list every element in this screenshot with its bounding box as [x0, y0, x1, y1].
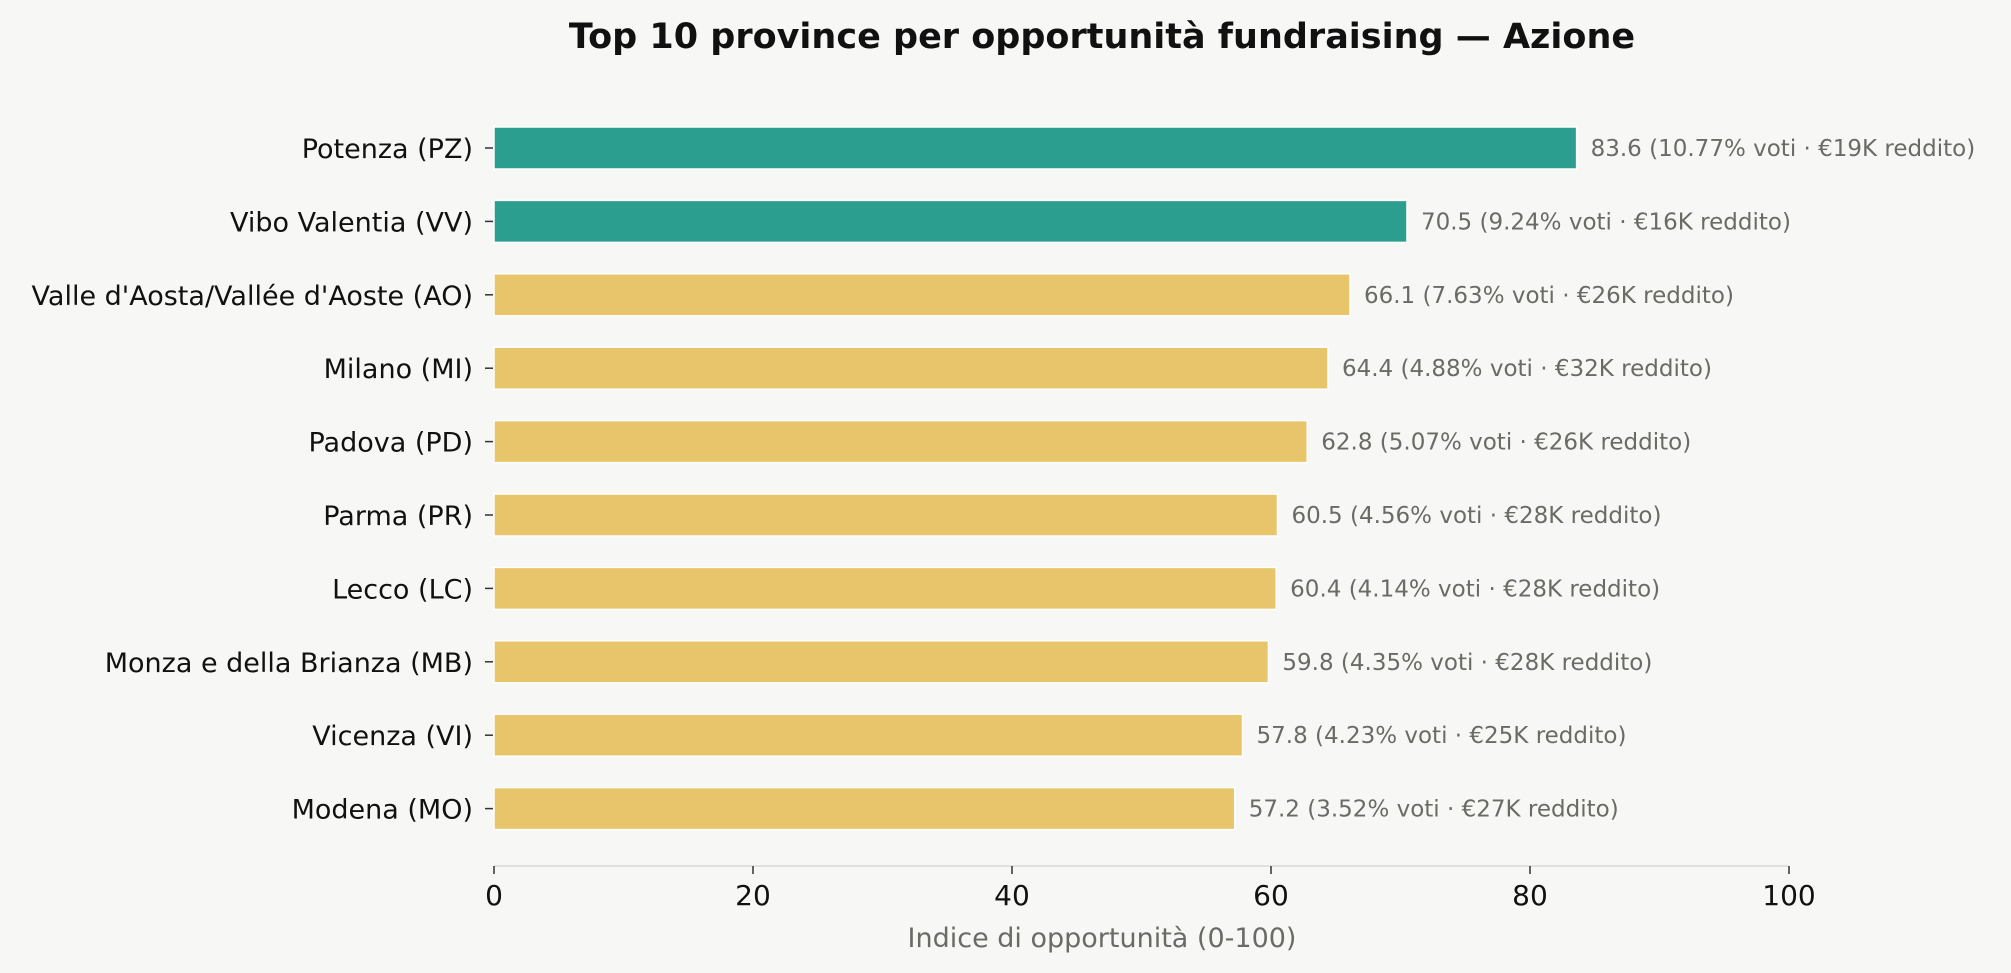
bar: [493, 126, 1578, 170]
value-label: 83.6 (10.77% voti · €19K reddito): [1591, 136, 1976, 162]
category-label: Lecco (LC): [332, 574, 473, 605]
bar: [493, 640, 1270, 684]
category-label: Modena (MO): [292, 795, 473, 826]
category-label: Potenza (PZ): [302, 134, 473, 165]
category-label: Milano (MI): [324, 354, 473, 385]
bar: [493, 493, 1279, 537]
x-tick-label: 0: [485, 879, 503, 912]
value-label: 59.8 (4.35% voti · €28K reddito): [1282, 650, 1652, 676]
category-label: Padova (PD): [308, 428, 473, 459]
category-label: Vibo Valentia (VV): [230, 207, 473, 238]
value-label: 66.1 (7.63% voti · €26K reddito): [1364, 283, 1734, 309]
category-label: Monza e della Brianza (MB): [105, 648, 473, 679]
bar: [493, 566, 1277, 611]
category-label: Vicenza (VI): [312, 721, 473, 752]
value-label: 60.4 (4.14% voti · €28K reddito): [1290, 576, 1660, 602]
x-tick-label: 20: [735, 879, 771, 912]
value-label: 62.8 (5.07% voti · €26K reddito): [1321, 430, 1691, 456]
x-tick-label: 100: [1762, 879, 1815, 912]
category-label: Parma (PR): [323, 501, 473, 532]
bar: [493, 786, 1236, 831]
chart-title: Top 10 province per opportunità fundrais…: [569, 17, 1635, 57]
bar: [493, 419, 1309, 464]
x-axis-label: Indice di opportunità (0-100): [908, 923, 1297, 954]
value-label: 70.5 (9.24% voti · €16K reddito): [1421, 209, 1791, 235]
bar: [493, 713, 1244, 757]
x-tick-label: 60: [1253, 879, 1289, 912]
bar: [493, 273, 1351, 317]
x-tick-label: 40: [994, 879, 1030, 912]
bar: [493, 346, 1329, 390]
value-label: 64.4 (4.88% voti · €32K reddito): [1342, 356, 1712, 382]
value-label: 60.5 (4.56% voti · €28K reddito): [1291, 503, 1661, 529]
bar: [493, 199, 1408, 244]
x-tick-label: 80: [1512, 879, 1548, 912]
bars: Potenza (PZ) 83.6 (10.77% voti · €19K red…: [32, 126, 1976, 831]
value-label: 57.8 (4.23% voti · €25K reddito): [1257, 723, 1627, 749]
value-label: 57.2 (3.52% voti · €27K reddito): [1249, 797, 1619, 823]
x-axis: 0 20 40 60 80 100: [485, 865, 1816, 912]
category-label: Valle d'Aosta/Vallée d'Aoste (AO): [32, 281, 473, 312]
